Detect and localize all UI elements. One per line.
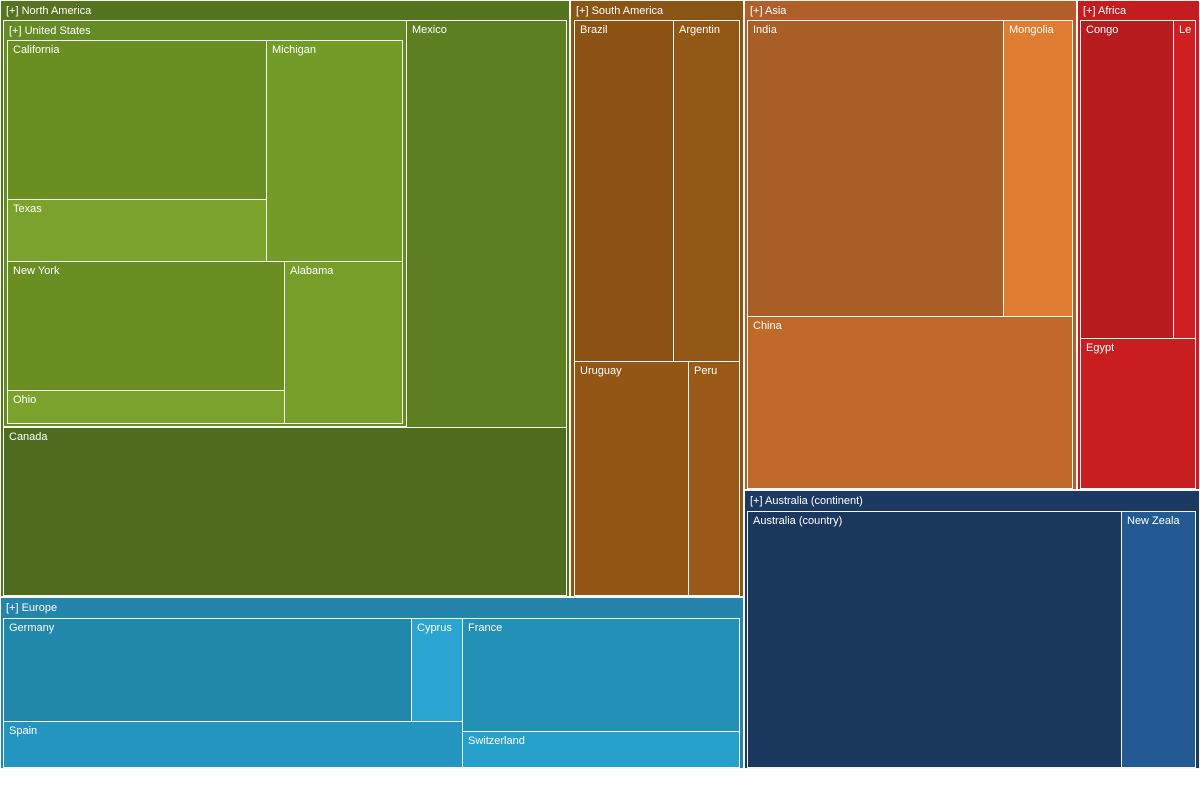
treemap-label-michigan: Michigan: [272, 44, 317, 56]
treemap-label-north-america: [+] North America: [6, 5, 92, 17]
treemap-node-mexico: Mexico: [406, 20, 567, 428]
treemap-label-new-zealand: New Zeala: [1127, 515, 1180, 527]
treemap-label-alabama: Alabama: [290, 265, 334, 277]
treemap-label-ohio: Ohio: [13, 394, 37, 406]
treemap-node-michigan: Michigan: [266, 40, 403, 262]
treemap-node-lesotho: Le: [1173, 20, 1196, 339]
treemap-label-spain: Spain: [9, 725, 38, 737]
treemap-label-texas: Texas: [13, 203, 42, 215]
treemap-label-lesotho: Le: [1179, 24, 1192, 36]
treemap-node-argentina: Argentin: [673, 20, 740, 362]
treemap-label-congo: Congo: [1086, 24, 1119, 36]
treemap-label-peru: Peru: [694, 365, 718, 377]
treemap-node-mongolia: Mongolia: [1003, 20, 1073, 317]
treemap-node-uruguay: Uruguay: [574, 361, 689, 596]
treemap-label-mongolia: Mongolia: [1009, 24, 1054, 36]
treemap-label-california: California: [13, 44, 60, 56]
treemap-label-brazil: Brazil: [580, 24, 608, 36]
treemap-label-argentina: Argentin: [679, 24, 720, 36]
treemap-node-alabama: Alabama: [284, 261, 403, 424]
treemap-label-egypt: Egypt: [1086, 342, 1115, 354]
treemap-node-texas: Texas: [7, 199, 267, 262]
treemap-label-europe: [+] Europe: [6, 602, 58, 614]
treemap-label-india: India: [753, 24, 777, 36]
treemap-label-africa: [+] Africa: [1083, 5, 1127, 17]
treemap-node-brazil: Brazil: [574, 20, 674, 362]
treemap-node-australia-country: Australia (country): [747, 511, 1122, 768]
treemap-label-united-states: [+] United States: [9, 25, 91, 37]
treemap-node-congo: Congo: [1080, 20, 1174, 339]
treemap-node-canada: Canada: [3, 427, 567, 596]
treemap-node-egypt: Egypt: [1080, 338, 1196, 489]
treemap-label-china: China: [753, 320, 782, 332]
treemap-label-france: France: [468, 622, 503, 634]
treemap-node-france: France: [462, 618, 740, 732]
treemap-node-china: China: [747, 316, 1073, 489]
treemap-label-canada: Canada: [9, 431, 48, 443]
treemap-label-new-york: New York: [13, 265, 60, 277]
treemap-node-switzerland: Switzerland: [462, 731, 740, 768]
treemap-label-cyprus: Cyprus: [417, 622, 452, 634]
treemap-node-new-zealand: New Zeala: [1121, 511, 1196, 768]
treemap-label-south-america: [+] South America: [576, 5, 664, 17]
treemap-node-ohio: Ohio: [7, 390, 285, 424]
treemap-node-new-york: New York: [7, 261, 285, 391]
treemap-label-asia: [+] Asia: [750, 5, 787, 17]
treemap-node-california: California: [7, 40, 267, 200]
treemap-label-germany: Germany: [9, 622, 55, 634]
treemap-chart: [+] North America [+] United States Califo…: [0, 0, 1200, 769]
treemap-label-australia-continent: [+] Australia (continent): [750, 495, 863, 507]
treemap-label-mexico: Mexico: [412, 24, 447, 36]
treemap-node-india: India: [747, 20, 1004, 317]
treemap-node-germany: Germany: [3, 618, 412, 722]
treemap-label-switzerland: Switzerland: [468, 735, 525, 747]
treemap-node-peru: Peru: [688, 361, 740, 596]
treemap-label-australia-country: Australia (country): [753, 515, 843, 527]
treemap-node-cyprus: Cyprus: [411, 618, 463, 722]
treemap-label-uruguay: Uruguay: [580, 365, 622, 377]
treemap-node-spain: Spain: [3, 721, 463, 768]
